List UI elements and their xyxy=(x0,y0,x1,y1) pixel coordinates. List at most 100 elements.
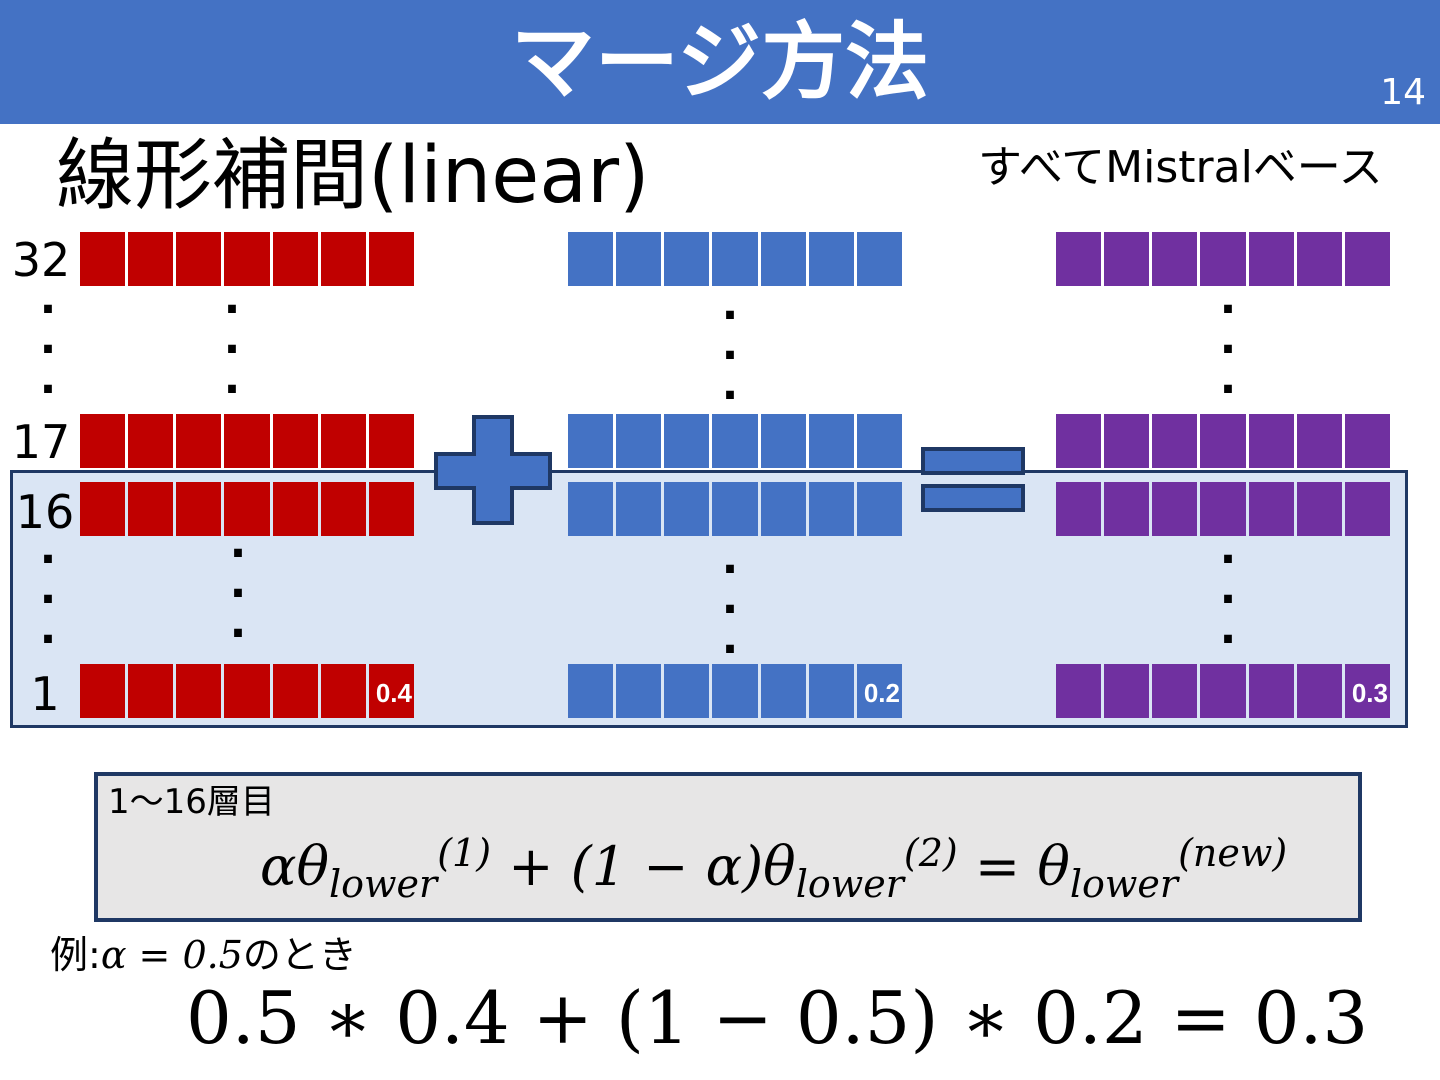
subscript-lower: lower xyxy=(795,861,904,906)
layer-cell xyxy=(760,414,806,468)
layer-row-16 xyxy=(80,482,414,536)
layer-cell xyxy=(664,232,710,286)
layer-cell xyxy=(1344,414,1390,468)
layer-row-16 xyxy=(1056,482,1390,536)
layer-cell xyxy=(1296,482,1342,536)
layer-cell xyxy=(272,414,318,468)
layer-cell: 0.4 xyxy=(368,664,414,718)
layer-cell xyxy=(1152,664,1198,718)
layer-cell: 0.2 xyxy=(856,664,902,718)
layer-cell xyxy=(176,232,222,286)
layer-row-32 xyxy=(80,232,414,286)
equals-sign: = xyxy=(974,835,1021,898)
layer-cell xyxy=(1104,482,1150,536)
superscript-1: (1) xyxy=(437,831,492,875)
layer-cell xyxy=(808,414,854,468)
example-equation: 0.5 ∗ 0.4 + (1 − 0.5) ∗ 0.2 = 0.3 xyxy=(186,976,1369,1060)
theta-symbol: θ xyxy=(1037,835,1070,898)
layer-label-16: 16 xyxy=(15,485,75,539)
layer-cell xyxy=(616,414,662,468)
layer-cell xyxy=(368,414,414,468)
layer-cell xyxy=(1248,664,1294,718)
layer-cell xyxy=(1344,482,1390,536)
layer-cell: 0.3 xyxy=(1344,664,1390,718)
layer-cell xyxy=(1056,482,1102,536)
section-heading: 線形補間(linear) xyxy=(56,131,650,221)
layer-cell xyxy=(568,232,614,286)
layer-cell xyxy=(664,664,710,718)
layer-label-17: 17 xyxy=(11,415,71,469)
layer-cell xyxy=(712,664,758,718)
layer-row-17 xyxy=(568,414,902,468)
layer-cell xyxy=(1104,414,1150,468)
layer-cell xyxy=(1152,414,1198,468)
layer-label-1: 1 xyxy=(30,667,60,721)
vertical-ellipsis: · · · xyxy=(1219,284,1237,415)
layer-cell xyxy=(128,664,174,718)
layer-row-17 xyxy=(1056,414,1390,468)
layer-cell xyxy=(224,664,270,718)
vertical-ellipsis: · · · xyxy=(39,284,57,415)
layer-cell xyxy=(1104,664,1150,718)
layer-cell xyxy=(568,482,614,536)
vertical-ellipsis: · · · xyxy=(229,528,247,659)
layer-cell xyxy=(664,482,710,536)
layer-cell xyxy=(128,232,174,286)
layer-cell xyxy=(1344,232,1390,286)
slide-title: マージ方法 xyxy=(510,13,930,111)
layer-cell xyxy=(224,414,270,468)
title-bar xyxy=(0,0,1440,124)
layer-cell xyxy=(1200,664,1246,718)
layer-cell xyxy=(272,232,318,286)
layer-cell xyxy=(176,482,222,536)
merge-formula: αθlower(1) + (1 − α)θlower(2) = θlower(n… xyxy=(260,808,1287,929)
layer-cell xyxy=(320,414,366,468)
layer-cell xyxy=(224,232,270,286)
layer-cell xyxy=(1296,232,1342,286)
formula-range-label: 1〜16層目 xyxy=(108,782,275,822)
theta-symbol: θ xyxy=(763,835,796,898)
vertical-ellipsis: · · · xyxy=(721,544,739,675)
vertical-ellipsis: · · · xyxy=(721,290,739,421)
layer-cell xyxy=(856,232,902,286)
layer-row-1: 0.2 xyxy=(568,664,902,718)
layer-cell xyxy=(224,482,270,536)
layer-cell xyxy=(80,414,126,468)
layer-cell xyxy=(1056,232,1102,286)
equals-icon xyxy=(921,447,1025,512)
theta-symbol: θ xyxy=(296,835,329,898)
layer-label-32: 32 xyxy=(11,233,71,287)
layer-cell xyxy=(128,414,174,468)
layer-cell xyxy=(1200,414,1246,468)
layer-cell xyxy=(712,414,758,468)
layer-row-32 xyxy=(568,232,902,286)
layer-cell xyxy=(664,414,710,468)
layer-cell xyxy=(760,664,806,718)
cell-value: 0.2 xyxy=(863,678,900,708)
layer-cell xyxy=(616,482,662,536)
layer-cell xyxy=(320,664,366,718)
superscript-new: (new) xyxy=(1178,831,1288,875)
layer-cell xyxy=(1248,414,1294,468)
layer-cell xyxy=(1296,414,1342,468)
layer-cell xyxy=(856,414,902,468)
layer-cell xyxy=(1152,482,1198,536)
example-caption: 例:α = 0.5のとき xyxy=(50,932,357,978)
layer-cell xyxy=(320,482,366,536)
vertical-ellipsis: · · · xyxy=(223,284,241,415)
layer-cell xyxy=(808,232,854,286)
layer-row-1: 0.3 xyxy=(1056,664,1390,718)
subscript-lower: lower xyxy=(328,861,438,906)
example-alpha: α = 0.5 xyxy=(100,933,243,977)
layer-cell xyxy=(128,482,174,536)
base-note: すべてMistralベース xyxy=(978,142,1383,193)
plus-sign: + xyxy=(508,835,554,898)
layer-cell xyxy=(1200,232,1246,286)
layer-row-17 xyxy=(80,414,414,468)
vertical-ellipsis: · · · xyxy=(39,534,57,665)
layer-cell xyxy=(568,414,614,468)
layer-cell xyxy=(176,664,222,718)
layer-cell xyxy=(80,482,126,536)
layer-cell xyxy=(616,232,662,286)
vertical-ellipsis: · · · xyxy=(1219,534,1237,665)
